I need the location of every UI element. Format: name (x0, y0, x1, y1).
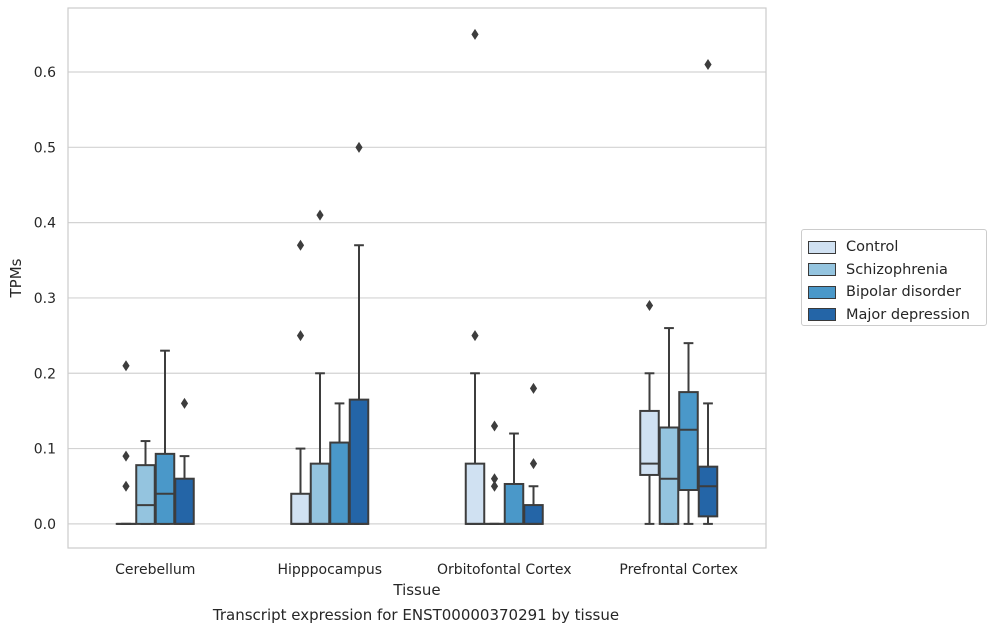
box-iqr (135, 464, 156, 525)
box-iqr (523, 504, 544, 525)
x-tick-label: Prefrontal Cortex (619, 562, 738, 578)
legend-item: Schizophrenia (808, 259, 986, 282)
legend-label: Schizophrenia (846, 261, 948, 278)
box-groups (115, 28, 719, 525)
y-axis-label: TPMs (7, 258, 25, 298)
box-bipolar-disorder (503, 432, 525, 525)
outlier-point (122, 360, 130, 372)
y-tick-label: 0.6 (34, 65, 56, 81)
x-tick-label: Cerebellum (115, 562, 195, 578)
box-iqr (174, 477, 195, 525)
outlier-point (471, 28, 479, 40)
legend: Control Schizophrenia Bipolar disorder Majo… (801, 229, 987, 326)
box-iqr (697, 465, 719, 518)
outlier-point (529, 458, 538, 470)
legend-swatch (808, 285, 836, 299)
box-major-depression (348, 141, 370, 525)
box-major-depression (174, 397, 195, 525)
legend-item: Major depression (808, 304, 986, 327)
box-schizophrenia (135, 440, 156, 525)
y-tick-label: 0.2 (34, 366, 56, 382)
box-control (290, 239, 311, 525)
legend-label: Control (846, 239, 899, 256)
legend-item: Control (808, 236, 986, 259)
box-iqr (639, 409, 660, 476)
box-iqr (503, 482, 525, 525)
outlier-point (490, 480, 499, 492)
outlier-point (180, 397, 189, 409)
outlier-point (316, 209, 324, 221)
outlier-point (704, 58, 712, 70)
box-iqr (154, 452, 176, 525)
legend-swatch (808, 240, 836, 254)
box-iqr (348, 398, 370, 525)
gridlines (68, 71, 766, 525)
x-tick-labels: Cerebellum Hipppocampus Orbitofontal Corte… (115, 562, 738, 578)
outlier-point (122, 480, 130, 492)
y-tick-label: 0.0 (34, 517, 56, 533)
outlier-point (122, 450, 130, 462)
legend-swatch (808, 308, 836, 322)
outlier-point (471, 330, 479, 342)
outlier-point (355, 141, 363, 153)
outlier-point (490, 473, 499, 485)
box-iqr (329, 441, 350, 525)
box-bipolar-disorder (154, 349, 176, 525)
box-schizophrenia (484, 420, 505, 525)
box-iqr (678, 391, 699, 492)
legend-item: Bipolar disorder (808, 281, 986, 304)
outlier-point (296, 239, 305, 251)
y-tick-labels: 0.0 0.1 0.2 0.3 0.4 0.5 0.6 (34, 65, 56, 533)
box-iqr (658, 426, 680, 525)
box-bipolar-disorder (678, 342, 699, 525)
box-iqr (290, 492, 311, 525)
x-axis-label: Tissue (392, 581, 440, 599)
x-tick-label: Orbitofontal Cortex (437, 562, 572, 578)
y-tick-label: 0.1 (34, 442, 56, 458)
legend-label: Bipolar disorder (846, 284, 961, 301)
box-major-depression (697, 58, 719, 525)
box-bipolar-disorder (329, 402, 350, 525)
box-schizophrenia (309, 209, 331, 525)
legend-swatch (808, 263, 836, 277)
y-tick-label: 0.5 (34, 140, 56, 156)
y-tick-label: 0.4 (34, 216, 56, 232)
box-control (115, 360, 137, 525)
chart-caption: Transcript expression for ENST0000037029… (212, 606, 620, 624)
plot-frame (67, 7, 767, 549)
box-iqr (464, 462, 486, 525)
box-iqr (309, 462, 331, 525)
outlier-point (529, 382, 538, 394)
y-tick-label: 0.3 (34, 291, 56, 307)
outlier-point (490, 420, 499, 432)
legend-label: Major depression (846, 306, 970, 323)
x-tick-label: Hipppocampus (277, 562, 382, 578)
outlier-point (296, 330, 305, 342)
outlier-point (645, 299, 654, 311)
box-schizophrenia (658, 327, 680, 525)
box-control (639, 299, 660, 525)
box-major-depression (523, 382, 544, 525)
box-control (464, 28, 486, 525)
